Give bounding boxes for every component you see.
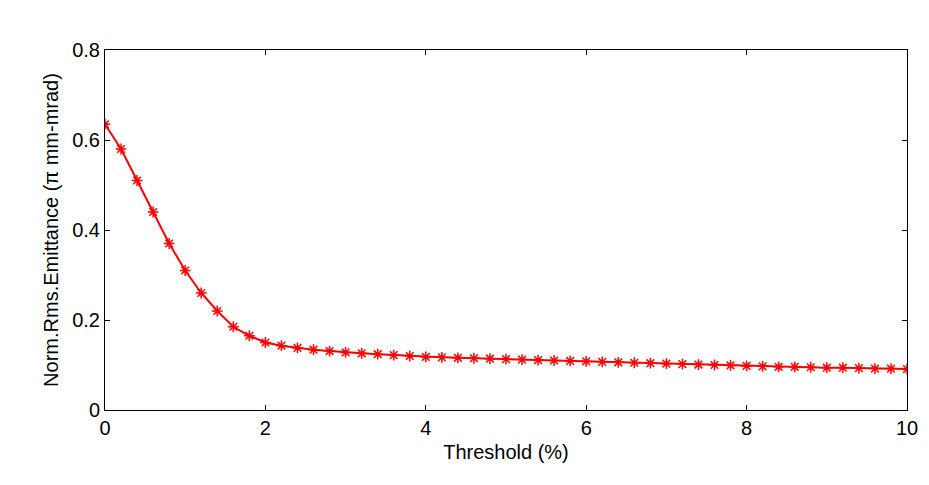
svg-text:2: 2 (260, 417, 271, 439)
svg-text:0.8: 0.8 (72, 39, 100, 61)
svg-text:6: 6 (581, 417, 592, 439)
svg-text:Norm.Rms.Emittance (π mm-mrad): Norm.Rms.Emittance (π mm-mrad) (40, 73, 62, 387)
svg-text:0: 0 (89, 399, 100, 421)
svg-text:4: 4 (420, 417, 431, 439)
svg-text:10: 10 (896, 417, 918, 439)
svg-text:0.6: 0.6 (72, 129, 100, 151)
svg-text:0: 0 (99, 417, 110, 439)
svg-text:0.2: 0.2 (72, 309, 100, 331)
svg-text:Threshold (%): Threshold (%) (443, 441, 569, 463)
svg-text:0.4: 0.4 (72, 219, 100, 241)
svg-text:8: 8 (741, 417, 752, 439)
